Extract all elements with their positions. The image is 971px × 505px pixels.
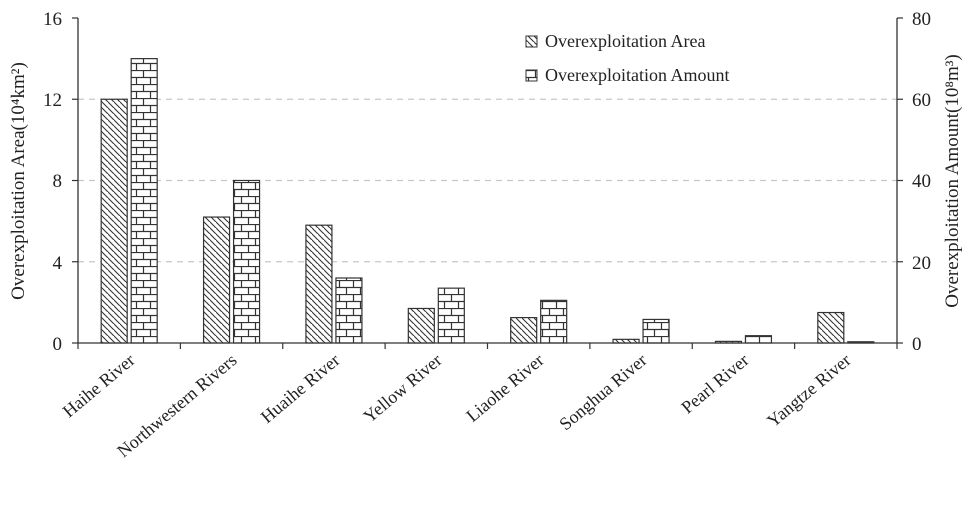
- bar-overexploitation-area: [202, 216, 231, 344]
- left-tick-label: 12: [43, 90, 62, 111]
- bar-overexploitation-amount: [540, 299, 568, 344]
- legend: Overexploitation Area Overexploitation A…: [525, 31, 729, 85]
- bar-overexploitation-area: [510, 317, 538, 344]
- bar-overexploitation-amount: [744, 335, 773, 344]
- right-tick-label: 0: [912, 334, 922, 355]
- right-tick-label: 20: [912, 253, 931, 274]
- bar-overexploitation-area: [817, 311, 845, 344]
- category-label: Liaohe River: [462, 350, 547, 426]
- left-tick-label: 0: [53, 334, 63, 355]
- category-labels: Haihe River Northwestern Rivers Huaihe R…: [59, 350, 855, 461]
- bar-overexploitation-amount: [437, 287, 465, 344]
- axis-ticks: [72, 17, 903, 349]
- bar-overexploitation-amount: [642, 318, 670, 344]
- right-tick-labels: 0 20 40 60 80: [912, 9, 931, 355]
- legend-swatch-area: [525, 35, 538, 48]
- bar-overexploitation-amount: [130, 58, 158, 344]
- left-axis-title: Overexploitation Area(10⁴km²): [8, 62, 29, 300]
- bar-overexploitation-amount: [335, 277, 363, 344]
- gridlines: [78, 98, 897, 263]
- category-label: Haihe River: [59, 350, 139, 422]
- left-tick-label: 4: [53, 253, 63, 274]
- left-tick-labels: 0 4 8 12 16: [43, 9, 63, 355]
- right-tick-label: 40: [912, 171, 931, 192]
- right-tick-label: 60: [912, 90, 931, 111]
- bar-overexploitation-area: [407, 307, 435, 344]
- category-label: Songhua River: [555, 350, 650, 434]
- right-axis-title: Overexploitation Amount(10⁸m³): [942, 54, 963, 307]
- legend-label-area: Overexploitation Area: [545, 31, 705, 51]
- right-tick-label: 80: [912, 9, 931, 30]
- category-label: Huaihe River: [257, 350, 344, 427]
- category-label: Yellow River: [359, 350, 445, 427]
- legend-swatch-amount: [525, 69, 538, 82]
- bars: [100, 58, 875, 344]
- legend-label-amount: Overexploitation Amount: [545, 65, 729, 85]
- left-tick-label: 8: [53, 171, 63, 192]
- bar-overexploitation-area: [305, 224, 333, 344]
- category-label: Pearl River: [677, 350, 752, 418]
- left-tick-label: 16: [43, 9, 62, 30]
- bar-overexploitation-area: [100, 98, 128, 344]
- bar-overexploitation-amount: [232, 179, 261, 344]
- category-label: Yangtze River: [763, 350, 854, 431]
